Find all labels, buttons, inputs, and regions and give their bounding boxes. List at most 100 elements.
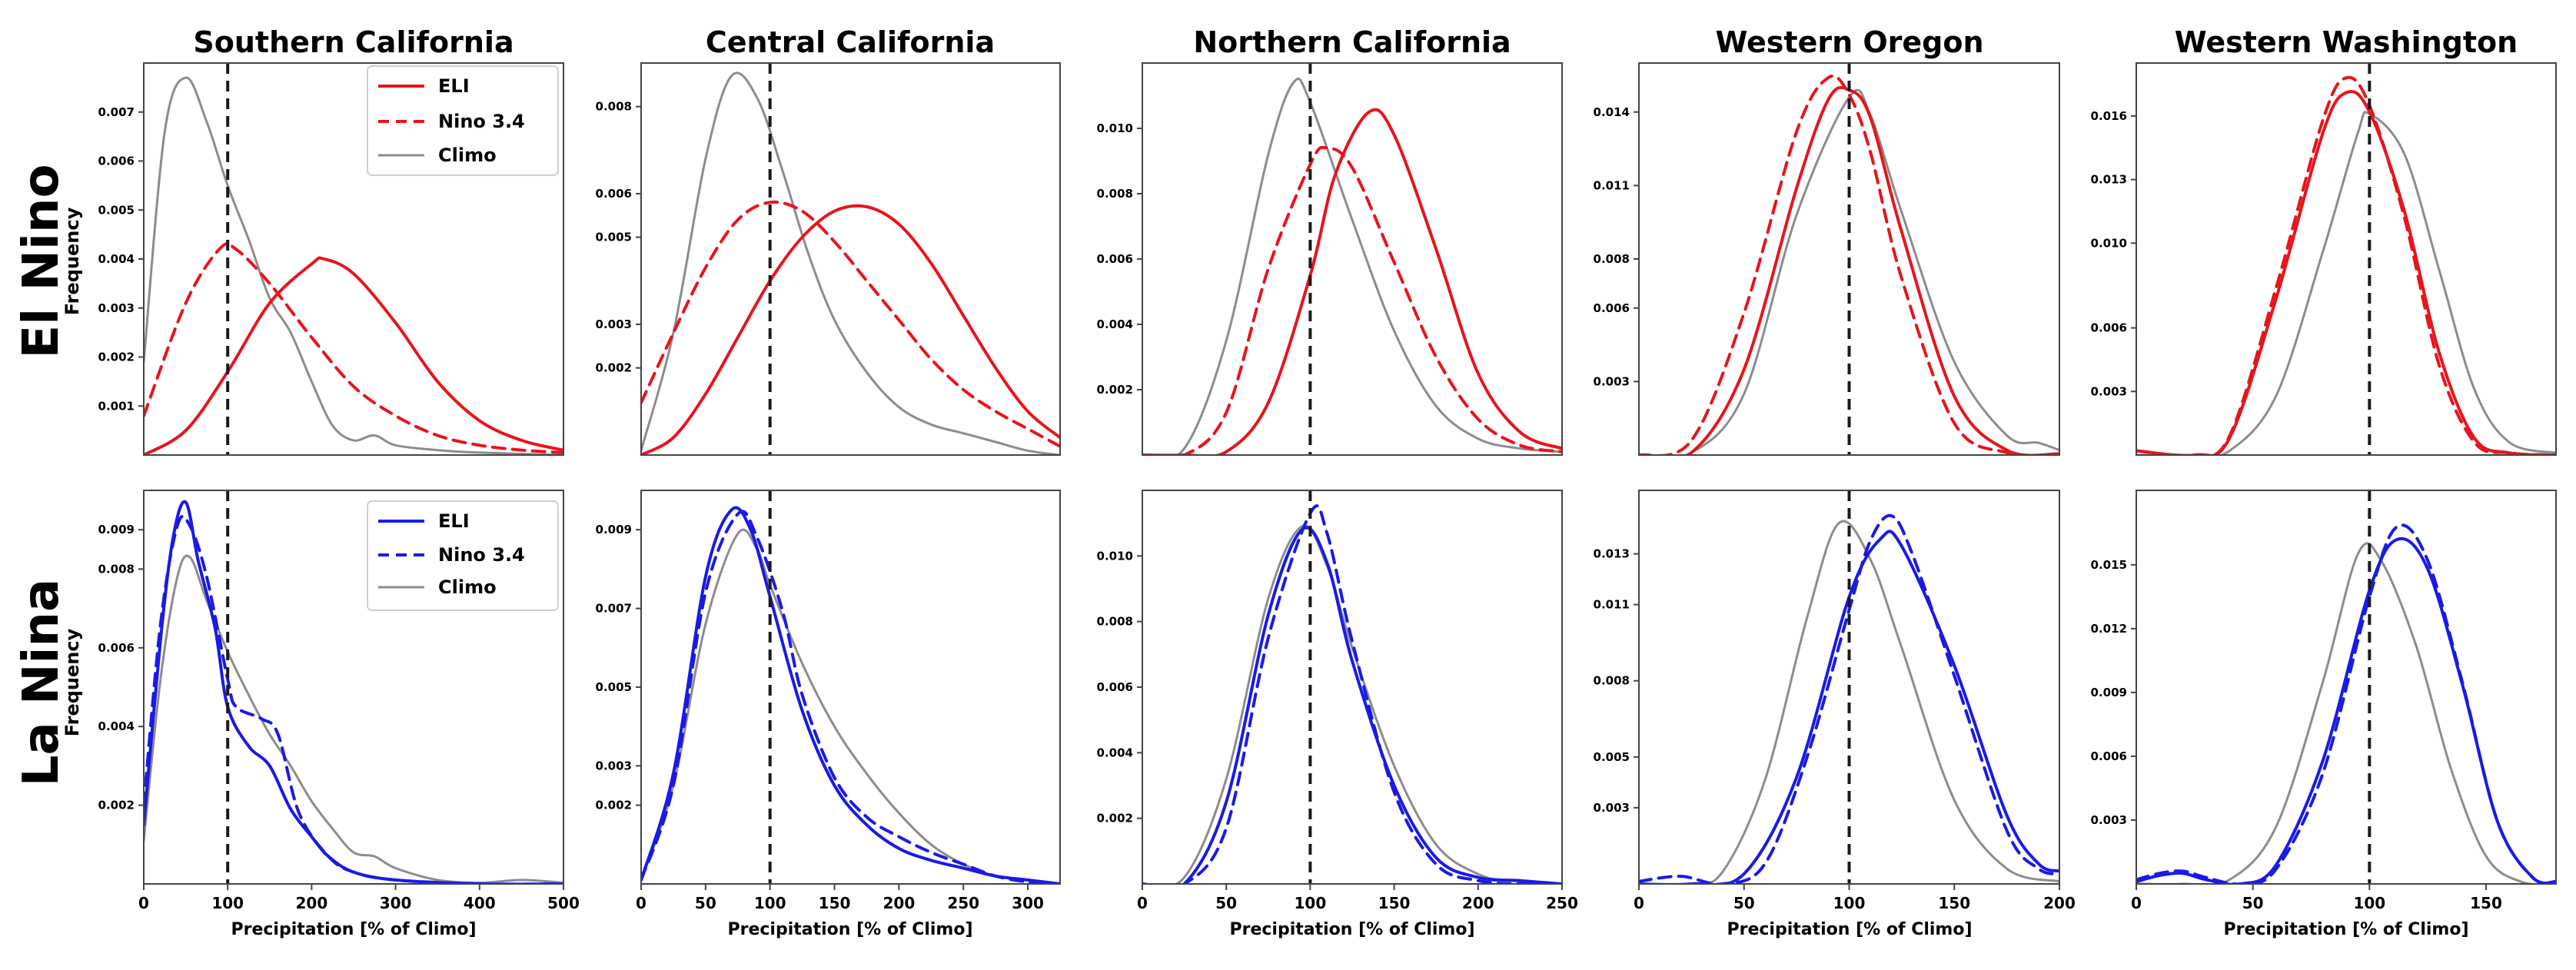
series-nino-3-4-line [2136, 75, 2556, 455]
y-tick-label: 0.003 [596, 317, 632, 331]
panel-la-nina-central-california: 0.002 0.003 0.005 0.007 0.009 0 50 100 150 200 250… [596, 490, 1061, 912]
series-climo-line [1142, 524, 1562, 884]
panel-el-nino-western-oregon-plot-area [1639, 63, 2059, 455]
y-tick-label: 0.010 [1097, 121, 1133, 135]
panel-la-nina-central-california-frame [640, 490, 1061, 885]
y-tick-label: 0.004 [98, 252, 135, 266]
panel-el-nino-southern-california-plot-area [144, 63, 563, 455]
panel-el-nino-southern-california-frame [143, 62, 564, 456]
y-tick-label: 0.013 [2091, 173, 2127, 187]
y-tick-label: 0.006 [596, 187, 632, 201]
series-climo-line [2136, 111, 2556, 455]
x-tick-label: 200 [1462, 894, 1494, 912]
legend-la-nina-nino34-label: Nino 3.4 [438, 544, 525, 566]
panel-el-nino-southern-california: 0.001 0.002 0.003 0.004 0.005 0.006 0.007 [98, 62, 564, 456]
y-tick-label: 0.003 [2091, 813, 2127, 827]
panel-la-nina-northern-california-plot-area [1142, 490, 1562, 884]
row-label-el-nino: El Nino [13, 164, 70, 359]
y-tick-label: 0.005 [98, 203, 135, 217]
legend-el-nino: ELI Nino 3.4 Climo [367, 65, 559, 176]
series-nino-3-4-line [641, 510, 1060, 884]
legend-la-nina: ELI Nino 3.4 Climo [367, 500, 559, 611]
panel-el-nino-western-washington-frame [2136, 62, 2557, 456]
y-tick-label: 0.016 [2091, 109, 2127, 123]
y-axis-label-top: Frequency [61, 207, 83, 315]
y-tick-label: 0.011 [1594, 178, 1630, 192]
series-nino-3-4-line [1639, 75, 2059, 455]
x-tick-label: 400 [464, 894, 496, 912]
y-tick-label: 0.006 [98, 154, 135, 168]
panel-la-nina-southern-california-frame [143, 490, 564, 885]
legend-la-nina-eli-label: ELI [438, 510, 470, 532]
panel-title-western-washington: Western Washington [2175, 25, 2518, 59]
panel-el-nino-central-california-frame [640, 62, 1061, 456]
x-tick-label: 150 [1378, 894, 1411, 912]
y-tick-label: 0.006 [98, 641, 135, 655]
y-tick-label: 0.006 [2091, 749, 2127, 763]
x-tick-label: 250 [1546, 894, 1578, 912]
series-eli-line [2136, 89, 2556, 455]
series-climo-line [144, 554, 563, 884]
panel-la-nina-northern-california-frame [1142, 490, 1563, 885]
panel-la-nina-western-washington: 0.003 0.006 0.009 0.012 0.015 0 50 100 150 [2091, 490, 2557, 912]
y-axis-label-bottom: Frequency [61, 628, 83, 736]
series-nino-3-4-line [641, 200, 1060, 448]
panel-la-nina-western-oregon: 0.003 0.005 0.008 0.011 0.013 0 50 100 150 200 [1594, 490, 2076, 912]
series-climo-line [641, 71, 1060, 455]
x-axis-label-1: Precipitation [% of Climo] [231, 920, 476, 939]
x-tick-label: 300 [1012, 894, 1044, 912]
panel-el-nino-northern-california-frame [1142, 62, 1563, 456]
x-axis-label-3: Precipitation [% of Climo] [1229, 920, 1474, 939]
panel-title-central-california: Central California [706, 25, 995, 59]
y-tick-label: 0.009 [2091, 686, 2127, 699]
x-tick-label: 50 [2242, 894, 2264, 912]
x-tick-label: 100 [211, 894, 244, 912]
y-tick-label: 0.002 [1097, 812, 1133, 825]
panel-la-nina-western-oregon-plot-area [1639, 490, 2059, 884]
y-tick-label: 0.008 [1097, 615, 1133, 629]
y-tick-label: 0.002 [98, 350, 135, 364]
y-tick-label: 0.008 [98, 562, 135, 576]
panel-title-northern-california: Northern California [1193, 25, 1511, 59]
series-climo-line [1142, 78, 1562, 455]
y-tick-label: 0.003 [1594, 374, 1630, 388]
y-tick-label: 0.005 [596, 680, 632, 694]
x-tick-label: 150 [819, 894, 851, 912]
y-tick-label: 0.003 [596, 759, 632, 772]
legend-la-nina-frame [367, 500, 559, 611]
y-tick-label: 0.003 [1594, 801, 1630, 815]
panel-el-nino-western-oregon-frame [1638, 62, 2060, 456]
x-tick-label: 50 [695, 894, 716, 912]
x-tick-label: 150 [2470, 894, 2502, 912]
panel-la-nina-central-california-plot-area [641, 490, 1060, 884]
series-eli-line [1142, 526, 1562, 884]
x-tick-label: 0 [138, 894, 149, 912]
panel-la-nina-northern-california: 0.002 0.004 0.006 0.008 0.010 0 50 100 150 200 250 [1097, 490, 1578, 912]
x-tick-label: 50 [1733, 894, 1755, 912]
panel-title-western-oregon: Western Oregon [1715, 25, 1983, 59]
series-nino-3-4-line [1142, 504, 1562, 884]
panel-el-nino-western-oregon: 0.003 0.006 0.008 0.011 0.014 [1594, 62, 2060, 456]
y-tick-label: 0.006 [1097, 680, 1133, 694]
y-tick-label: 0.008 [596, 100, 632, 114]
panel-el-nino-western-washington: 0.003 0.006 0.010 0.013 0.016 [2091, 62, 2557, 456]
x-tick-label: 150 [1938, 894, 1970, 912]
y-tick-label: 0.005 [596, 231, 632, 244]
series-nino-3-4-line [144, 242, 563, 454]
x-tick-label: 0 [1634, 894, 1644, 912]
y-tick-label: 0.008 [1594, 674, 1630, 688]
series-eli-line [641, 506, 1060, 884]
series-eli-line [1639, 530, 2059, 884]
x-tick-label: 100 [1295, 894, 1327, 912]
y-tick-label: 0.008 [1594, 252, 1630, 266]
x-tick-label: 0 [2131, 894, 2142, 912]
y-tick-label: 0.015 [2091, 558, 2127, 572]
y-tick-label: 0.012 [2091, 622, 2127, 636]
series-eli-line [641, 204, 1060, 455]
legend-el-nino-climo-label: Climo [438, 145, 497, 166]
row-label-la-nina: La Nina [13, 579, 70, 787]
series-nino-3-4-line [1639, 513, 2059, 884]
panel-la-nina-southern-california: 0.002 0.004 0.006 0.008 0.009 0 100 200 300 400 50… [98, 490, 580, 912]
y-tick-label: 0.003 [2091, 384, 2127, 398]
y-tick-label: 0.005 [1594, 750, 1630, 764]
